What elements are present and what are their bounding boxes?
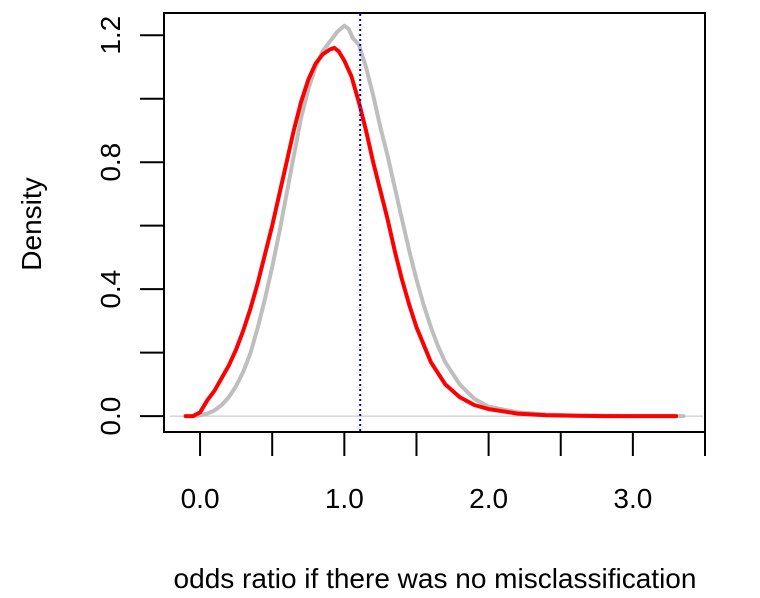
x-tick-label: 0.0	[181, 483, 220, 514]
y-tick-label: 0.8	[95, 143, 126, 182]
series-gray-density	[190, 23, 686, 419]
x-tick-label: 3.0	[613, 483, 652, 514]
x-tick-label: 2.0	[469, 483, 508, 514]
x-axis: 0.0 1.0 2.0 3.0	[181, 432, 706, 514]
series-layer	[183, 23, 686, 419]
y-tick-label: 0.4	[95, 270, 126, 309]
x-axis-title: odds ratio if there was no misclassifica…	[174, 563, 697, 594]
series-red-density	[183, 45, 679, 419]
y-axis: 0.0 0.4 0.8 1.2	[95, 16, 164, 436]
y-tick-label: 1.2	[95, 16, 126, 55]
x-tick-label: 1.0	[325, 483, 364, 514]
y-axis-title: Density	[16, 177, 47, 270]
y-tick-label: 0.0	[95, 397, 126, 436]
plot-frame	[163, 12, 706, 433]
